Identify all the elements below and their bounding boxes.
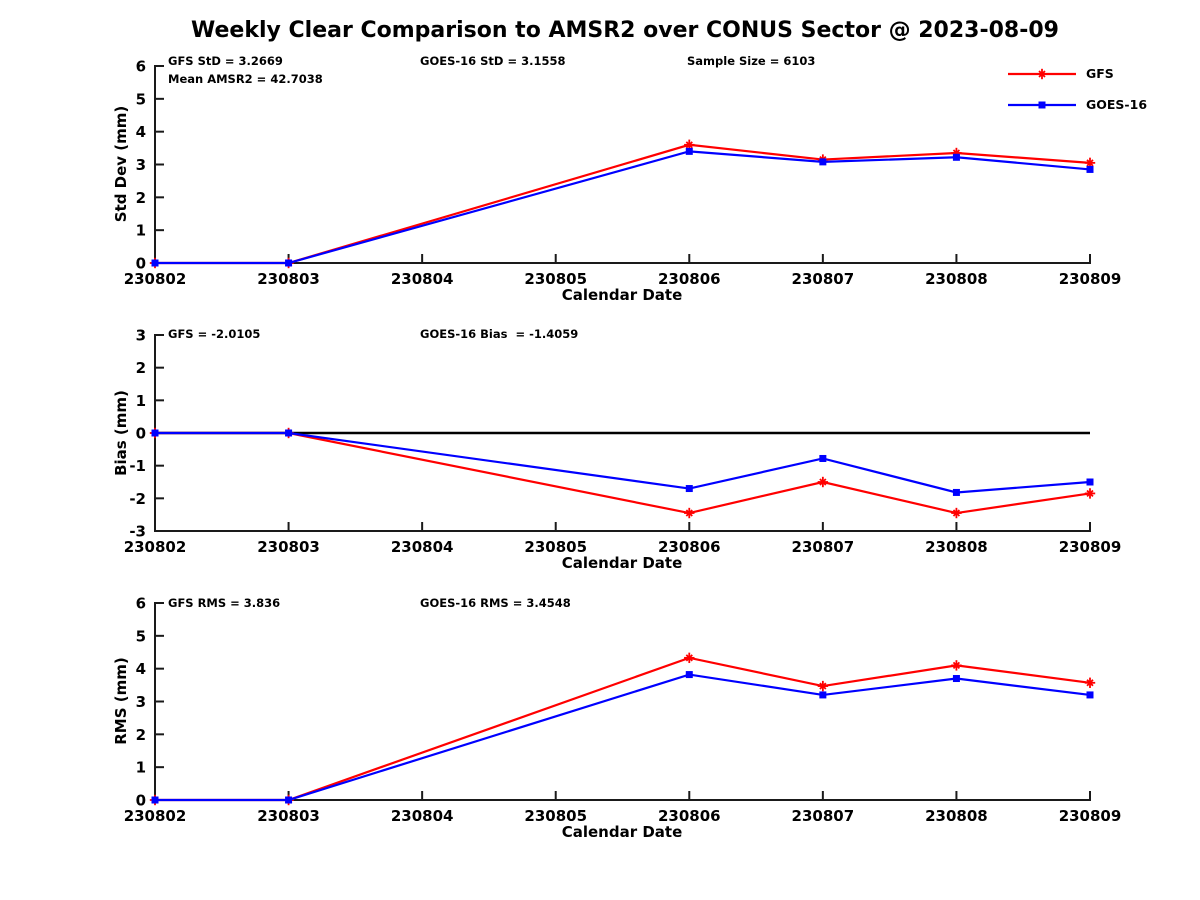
svg-text:230809: 230809 [1059, 538, 1122, 556]
goes16-line-swatch [1008, 101, 1076, 108]
svg-text:2: 2 [136, 726, 146, 744]
annotation-goes16-bias: GOES-16 Bias = -1.4059 [420, 327, 579, 341]
svg-text:230804: 230804 [391, 538, 454, 556]
svg-text:230809: 230809 [1059, 270, 1122, 288]
bias-panel: -3 -2 -1 0 1 2 3 230802 230803 230804 230805 230806… [124, 327, 1122, 557]
svg-text:230807: 230807 [792, 538, 855, 556]
svg-text:230806: 230806 [658, 807, 721, 825]
gfs-line-swatch [1008, 68, 1076, 79]
stddev-x-axis-label: Calendar Date [561, 286, 683, 304]
svg-text:6: 6 [136, 595, 146, 613]
std-dev-goes-16-line [155, 150, 1091, 265]
svg-text:230807: 230807 [792, 807, 855, 825]
svg-text:5: 5 [136, 627, 146, 645]
svg-text:3: 3 [136, 693, 146, 711]
svg-text:0: 0 [136, 255, 146, 273]
svg-text:6: 6 [136, 58, 146, 76]
svg-text:230806: 230806 [658, 270, 721, 288]
svg-text:3: 3 [136, 156, 146, 174]
svg-text:2: 2 [136, 189, 146, 207]
svg-text:0: 0 [136, 425, 146, 443]
svg-text:230802: 230802 [124, 807, 187, 825]
rms-x-axis-label: Calendar Date [561, 823, 683, 841]
rms-y-axis-label: RMS (mm) [112, 657, 130, 745]
svg-text:-3: -3 [129, 523, 146, 541]
svg-text:230804: 230804 [391, 270, 454, 288]
svg-text:230802: 230802 [124, 538, 187, 556]
svg-text:230808: 230808 [925, 807, 988, 825]
svg-text:2: 2 [136, 359, 146, 377]
svg-text:230803: 230803 [257, 538, 320, 556]
bias-gfs-line [155, 431, 1091, 515]
annotation-goes16-std: GOES-16 StD = 3.1558 [420, 54, 566, 68]
chart-title: Weekly Clear Comparison to AMSR2 over CO… [191, 18, 1059, 43]
legend-item-goes16: GOES-16 [1006, 89, 1192, 120]
svg-text:230805: 230805 [524, 807, 587, 825]
svg-text:230804: 230804 [391, 807, 454, 825]
rms-panel: 0 1 2 3 4 5 6 230802 230803 230804 230805 230806 230… [124, 595, 1122, 826]
svg-text:1: 1 [136, 222, 146, 240]
annotation-gfs-rms: GFS RMS = 3.836 [168, 596, 281, 610]
svg-text:230807: 230807 [792, 270, 855, 288]
svg-text:5: 5 [136, 90, 146, 108]
stddev-y-axis-label: Std Dev (mm) [112, 105, 130, 223]
annotation-gfs-std: GFS StD = 3.2669 [168, 54, 283, 68]
svg-text:-2: -2 [129, 490, 146, 508]
annotation-goes16-rms: GOES-16 RMS = 3.4548 [420, 596, 571, 610]
legend: GFS GOES-16 [1006, 58, 1192, 120]
svg-text:230805: 230805 [524, 538, 587, 556]
std-dev-panel: 0 1 2 3 4 5 6 230802 230803 230804 230805 230806 230… [124, 58, 1122, 289]
svg-text:4: 4 [136, 660, 146, 678]
svg-text:0: 0 [136, 792, 146, 810]
legend-label-gfs: GFS [1086, 66, 1114, 81]
svg-text:230803: 230803 [257, 270, 320, 288]
std-dev-gfs-line [155, 143, 1091, 265]
svg-text:1: 1 [136, 392, 146, 410]
svg-text:230803: 230803 [257, 807, 320, 825]
legend-label-goes16: GOES-16 [1086, 97, 1148, 112]
bias-x-axis-label: Calendar Date [561, 554, 683, 572]
legend-item-gfs: GFS [1006, 58, 1192, 89]
svg-text:4: 4 [136, 123, 146, 141]
svg-text:230808: 230808 [925, 270, 988, 288]
svg-text:-1: -1 [129, 457, 146, 475]
svg-text:230805: 230805 [524, 270, 587, 288]
rms-goes-16-line [155, 673, 1091, 802]
svg-text:230809: 230809 [1059, 807, 1122, 825]
annotation-gfs-bias: GFS = -2.0105 [168, 327, 261, 341]
svg-text:230802: 230802 [124, 270, 187, 288]
svg-text:230806: 230806 [658, 538, 721, 556]
svg-text:230808: 230808 [925, 538, 988, 556]
bias-y-axis-label: Bias (mm) [112, 390, 130, 476]
bias-goes-16-line [155, 431, 1091, 494]
annotation-mean-amsr2: Mean AMSR2 = 42.7038 [168, 72, 323, 86]
svg-text:1: 1 [136, 759, 146, 777]
annotation-sample-size: Sample Size = 6103 [687, 54, 816, 68]
svg-text:3: 3 [136, 327, 146, 345]
